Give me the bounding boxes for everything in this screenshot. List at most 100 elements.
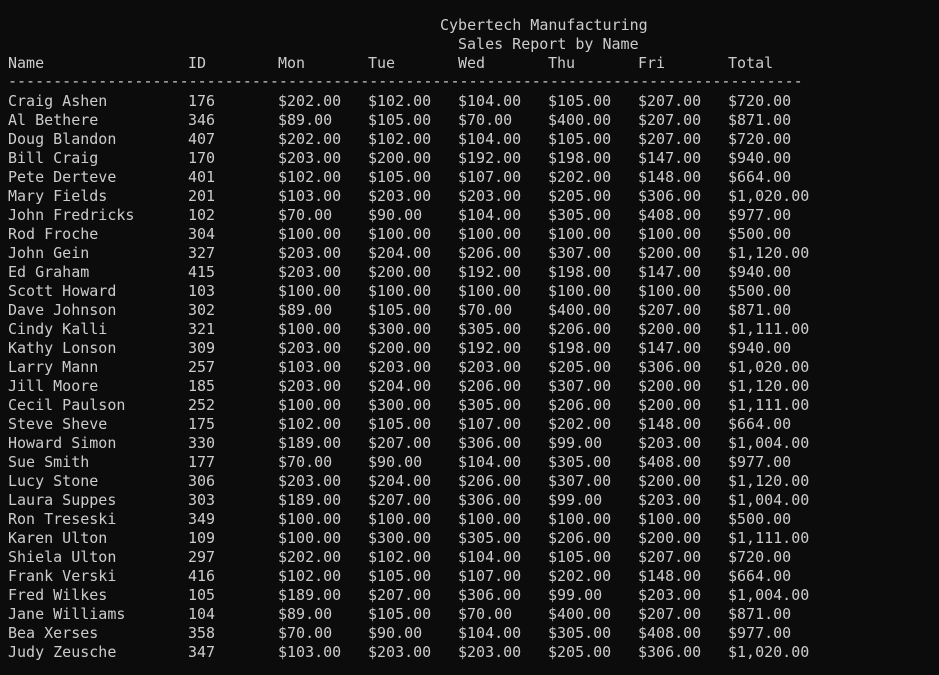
table-row: Pete Derteve 401 $102.00 $105.00 $107.00 $202… — [8, 168, 908, 187]
header-fri: Fri — [638, 54, 666, 72]
table-row: Frank Verski 416 $102.00 $105.00 $107.00 $202… — [8, 567, 908, 586]
cell-name: Lucy Stone — [8, 472, 99, 490]
table-row: Larry Mann 257 $103.00 $203.00 $203.00 $205.0… — [8, 358, 908, 377]
cell-thu: $105.00 — [548, 92, 612, 110]
cell-wed: $305.00 — [458, 396, 522, 414]
cell-id: 330 — [188, 434, 216, 452]
cell-total: $1,020.00 — [728, 187, 810, 205]
cell-name: Judy Zeusche — [8, 643, 117, 661]
cell-id: 105 — [188, 586, 216, 604]
cell-fri: $207.00 — [638, 548, 702, 566]
cell-id: 177 — [188, 453, 216, 471]
cell-mon: $70.00 — [278, 624, 333, 642]
cell-mon: $100.00 — [278, 282, 342, 300]
cell-fri: $408.00 — [638, 624, 702, 642]
table-row: John Gein 327 $203.00 $204.00 $206.00 $307.00… — [8, 244, 908, 263]
cell-thu: $202.00 — [548, 567, 612, 585]
cell-mon: $202.00 — [278, 92, 342, 110]
cell-id: 103 — [188, 282, 216, 300]
cell-mon: $203.00 — [278, 149, 342, 167]
cell-id: 415 — [188, 263, 216, 281]
cell-wed: $305.00 — [458, 529, 522, 547]
cell-thu: $206.00 — [548, 529, 612, 547]
cell-mon: $189.00 — [278, 586, 342, 604]
header-total: Total — [728, 54, 774, 72]
cell-total: $871.00 — [728, 605, 792, 623]
cell-mon: $103.00 — [278, 187, 342, 205]
header-name: Name — [8, 54, 45, 72]
cell-mon: $102.00 — [278, 415, 342, 433]
cell-id: 109 — [188, 529, 216, 547]
cell-wed: $100.00 — [458, 282, 522, 300]
cell-wed: $70.00 — [458, 111, 513, 129]
cell-total: $1,004.00 — [728, 491, 810, 509]
cell-fri: $148.00 — [638, 567, 702, 585]
cell-fri: $306.00 — [638, 643, 702, 661]
cell-total: $871.00 — [728, 301, 792, 319]
cell-name: Doug Blandon — [8, 130, 117, 148]
table-row: Lucy Stone 306 $203.00 $204.00 $206.00 $307.0… — [8, 472, 908, 491]
cell-total: $1,111.00 — [728, 396, 810, 414]
cell-mon: $202.00 — [278, 548, 342, 566]
table-row: Scott Howard 103 $100.00 $100.00 $100.00 $100… — [8, 282, 908, 301]
table-row: Shiela Ulton 297 $202.00 $102.00 $104.00 $105… — [8, 548, 908, 567]
cell-name: Jill Moore — [8, 377, 99, 395]
cell-name: Ed Graham — [8, 263, 90, 281]
cell-tue: $105.00 — [368, 168, 432, 186]
cell-tue: $200.00 — [368, 339, 432, 357]
cell-wed: $104.00 — [458, 130, 522, 148]
cell-thu: $305.00 — [548, 206, 612, 224]
cell-name: John Gein — [8, 244, 90, 262]
cell-name: Rod Froche — [8, 225, 99, 243]
table-row: Laura Suppes 303 $189.00 $207.00 $306.00 $99.… — [8, 491, 908, 510]
cell-id: 321 — [188, 320, 216, 338]
cell-wed: $192.00 — [458, 339, 522, 357]
cell-tue: $90.00 — [368, 206, 423, 224]
cell-wed: $100.00 — [458, 225, 522, 243]
cell-mon: $202.00 — [278, 130, 342, 148]
cell-wed: $203.00 — [458, 358, 522, 376]
cell-wed: $306.00 — [458, 586, 522, 604]
cell-wed: $192.00 — [458, 263, 522, 281]
cell-id: 185 — [188, 377, 216, 395]
cell-tue: $105.00 — [368, 415, 432, 433]
cell-mon: $189.00 — [278, 434, 342, 452]
cell-tue: $300.00 — [368, 320, 432, 338]
cell-mon: $89.00 — [278, 605, 333, 623]
cell-thu: $206.00 — [548, 320, 612, 338]
cell-thu: $305.00 — [548, 453, 612, 471]
cell-fri: $200.00 — [638, 244, 702, 262]
cell-total: $500.00 — [728, 282, 792, 300]
cell-tue: $105.00 — [368, 605, 432, 623]
cell-total: $664.00 — [728, 415, 792, 433]
cell-name: Mary Fields — [8, 187, 108, 205]
cell-fri: $148.00 — [638, 168, 702, 186]
table-row: Fred Wilkes 105 $189.00 $207.00 $306.00 $99.0… — [8, 586, 908, 605]
table-row: Rod Froche 304 $100.00 $100.00 $100.00 $100.0… — [8, 225, 908, 244]
cell-mon: $102.00 — [278, 567, 342, 585]
cell-total: $664.00 — [728, 567, 792, 585]
cell-id: 176 — [188, 92, 216, 110]
cell-total: $1,111.00 — [728, 320, 810, 338]
cell-fri: $207.00 — [638, 111, 702, 129]
cell-id: 309 — [188, 339, 216, 357]
cell-total: $720.00 — [728, 130, 792, 148]
cell-id: 201 — [188, 187, 216, 205]
table-row: Dave Johnson 302 $89.00 $105.00 $70.00 $400.0… — [8, 301, 908, 320]
cell-thu: $205.00 — [548, 643, 612, 661]
cell-mon: $203.00 — [278, 339, 342, 357]
table-row: Jane Williams 104 $89.00 $105.00 $70.00 $400.… — [8, 605, 908, 624]
cell-fri: $100.00 — [638, 225, 702, 243]
cell-wed: $107.00 — [458, 168, 522, 186]
cell-fri: $200.00 — [638, 377, 702, 395]
header-id: ID — [188, 54, 207, 72]
cell-total: $720.00 — [728, 548, 792, 566]
cell-thu: $202.00 — [548, 415, 612, 433]
cell-thu: $400.00 — [548, 301, 612, 319]
table-row: Cecil Paulson 252 $100.00 $300.00 $305.00 $20… — [8, 396, 908, 415]
cell-tue: $90.00 — [368, 624, 423, 642]
table-row: Cindy Kalli 321 $100.00 $300.00 $305.00 $206.… — [8, 320, 908, 339]
table-row: Howard Simon 330 $189.00 $207.00 $306.00 $99.… — [8, 434, 908, 453]
cell-tue: $207.00 — [368, 491, 432, 509]
